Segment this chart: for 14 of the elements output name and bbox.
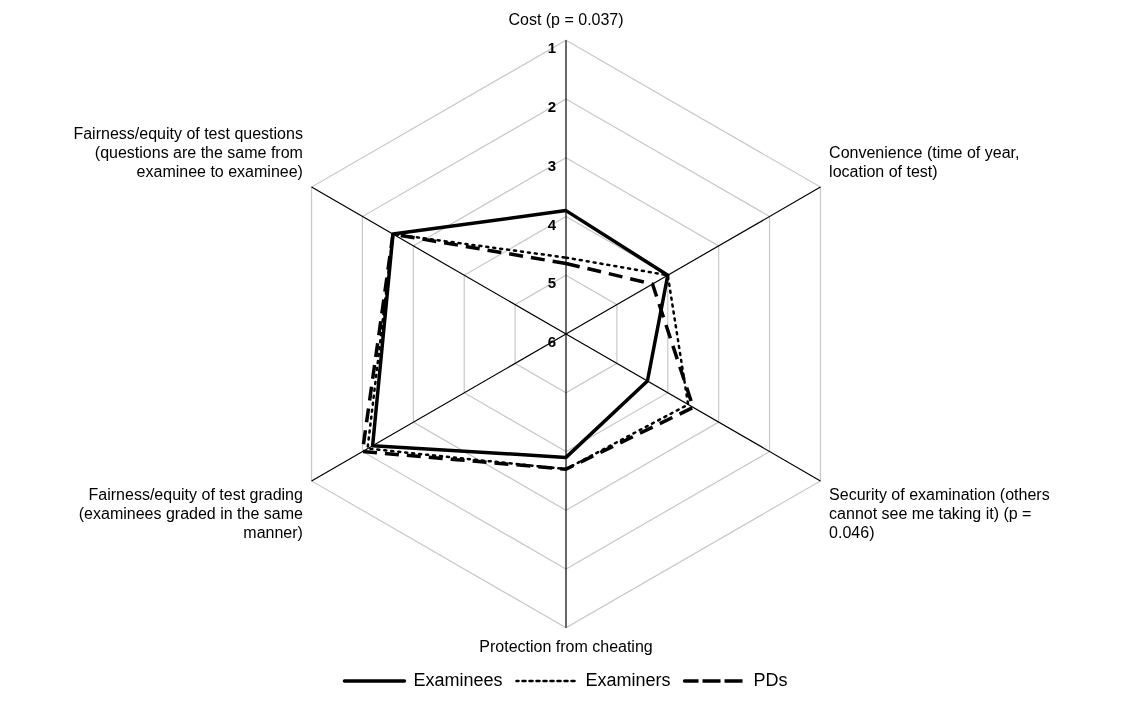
- y-tick-label: 5: [547, 274, 556, 292]
- spoke-label: Cost (p = 0.037): [508, 11, 624, 29]
- spoke-label: Protection from cheating: [479, 637, 653, 655]
- spoke-label: Convenience (time of year, location of test): [829, 143, 1020, 180]
- spoke-label: Security of examination (others cannot see me taking it) (p = 0.046): [829, 485, 1050, 542]
- legend-label: Examinees: [413, 669, 503, 690]
- y-tick-label: 3: [547, 156, 556, 174]
- legend-label: PDs: [753, 669, 788, 690]
- spoke-label: Fairness/equity of test questions (questions are the same from examinee to examinee): [73, 124, 303, 180]
- y-tick-label: 2: [547, 98, 556, 116]
- legend-label: Examiners: [585, 669, 671, 690]
- spoke-label: Fairness/equity of test grading (examinees graded in the same manner): [78, 485, 303, 542]
- y-tick-label: 4: [547, 215, 557, 233]
- y-tick-label: 1: [547, 39, 556, 57]
